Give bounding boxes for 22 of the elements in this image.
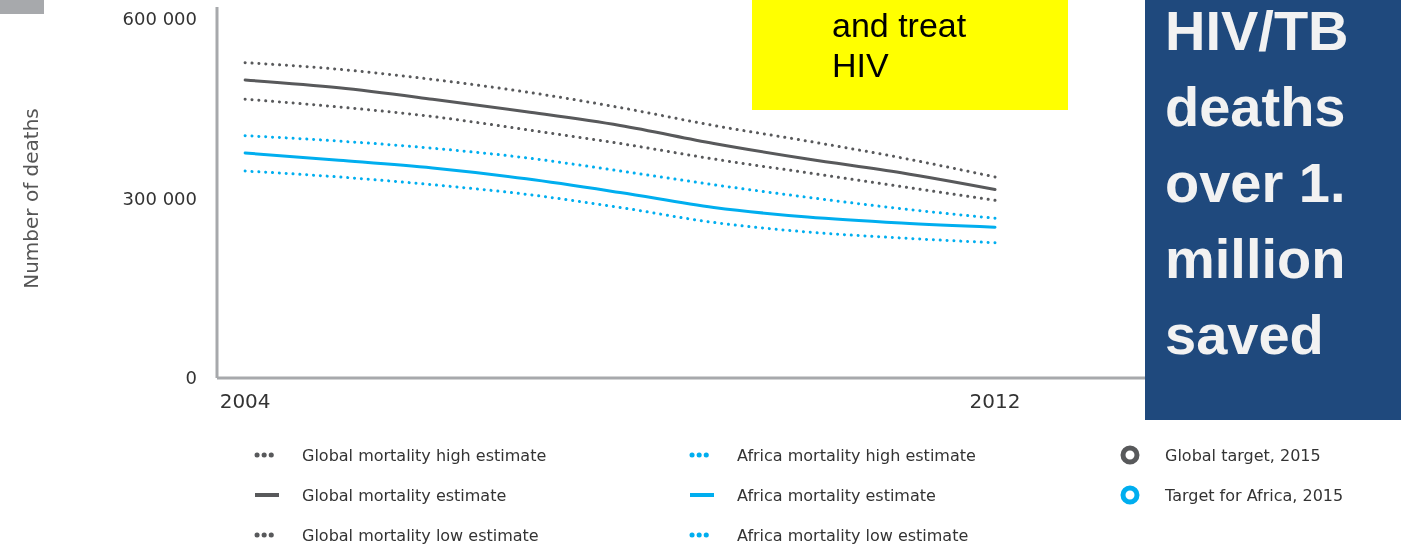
line-series bbox=[243, 151, 997, 229]
y-tick-label: 300 000 bbox=[122, 187, 197, 209]
x-tick-label: 2012 bbox=[969, 389, 1021, 413]
legend-label: Global mortality high estimate bbox=[302, 445, 547, 465]
legend-label: Africa mortality low estimate bbox=[737, 525, 969, 545]
x-tick-label: 2004 bbox=[219, 389, 271, 413]
line-series bbox=[243, 169, 997, 245]
note-box: and treat HIV bbox=[752, 0, 1068, 110]
y-tick-label: 0 bbox=[185, 367, 197, 389]
y-tick-label: 600 000 bbox=[122, 8, 197, 30]
line-series bbox=[243, 134, 997, 220]
line-series bbox=[243, 78, 997, 192]
legend-label: Target for Africa, 2015 bbox=[1164, 485, 1344, 505]
line-series bbox=[243, 97, 997, 202]
legend-label: Africa mortality high estimate bbox=[737, 445, 976, 465]
legend-label: Global target, 2015 bbox=[1165, 445, 1321, 465]
legend-label: Global mortality low estimate bbox=[302, 525, 539, 545]
y-axis-title: Number of deaths bbox=[19, 108, 43, 289]
legend-label: Africa mortality estimate bbox=[737, 485, 936, 505]
legend-label: Global mortality estimate bbox=[302, 485, 507, 505]
annotation: and treat HIV bbox=[832, 6, 967, 84]
callout-panel: HIV/TB deaths over 1. million saved bbox=[1145, 0, 1401, 420]
